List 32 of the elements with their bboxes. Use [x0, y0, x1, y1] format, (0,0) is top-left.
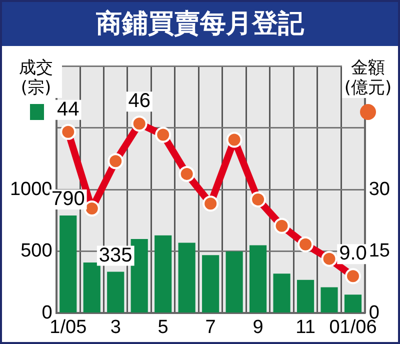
- bar: [250, 245, 267, 312]
- data-label: 9.0: [339, 242, 367, 265]
- bar: [320, 287, 338, 312]
- bar: [296, 280, 314, 312]
- x-tick-label: 9: [252, 316, 264, 338]
- bar: [83, 262, 100, 312]
- bar: [130, 239, 148, 312]
- x-tick-label: 1/05: [50, 316, 87, 338]
- x-tick-label: 5: [158, 316, 168, 338]
- x-tick-label: 11: [296, 316, 316, 338]
- y-tick-label: 0: [42, 302, 52, 324]
- bar: [60, 216, 77, 312]
- y-axis-title: 成交(宗): [10, 58, 62, 98]
- y-tick-label: 500: [20, 240, 52, 262]
- bar: [107, 272, 124, 312]
- x-tick-label: 7: [205, 316, 216, 338]
- chart-title: 商鋪買賣每月登記: [2, 2, 398, 46]
- x-tick-label: 3: [110, 316, 121, 338]
- data-label: 335: [98, 244, 132, 266]
- data-label: 790: [51, 188, 85, 210]
- bar: [154, 235, 172, 312]
- data-label: 44: [57, 98, 80, 120]
- bar: [273, 274, 290, 312]
- y-tick-label: 1000: [10, 178, 52, 200]
- bar: [178, 242, 196, 312]
- y2-tick-label: 15: [368, 240, 390, 262]
- y2-tick-label: 30: [368, 178, 390, 200]
- bar: [202, 255, 220, 312]
- data-label: 46: [128, 90, 150, 112]
- bar: [226, 251, 243, 312]
- y2-axis-title: 金額(億元): [342, 58, 394, 98]
- bar: [344, 294, 362, 312]
